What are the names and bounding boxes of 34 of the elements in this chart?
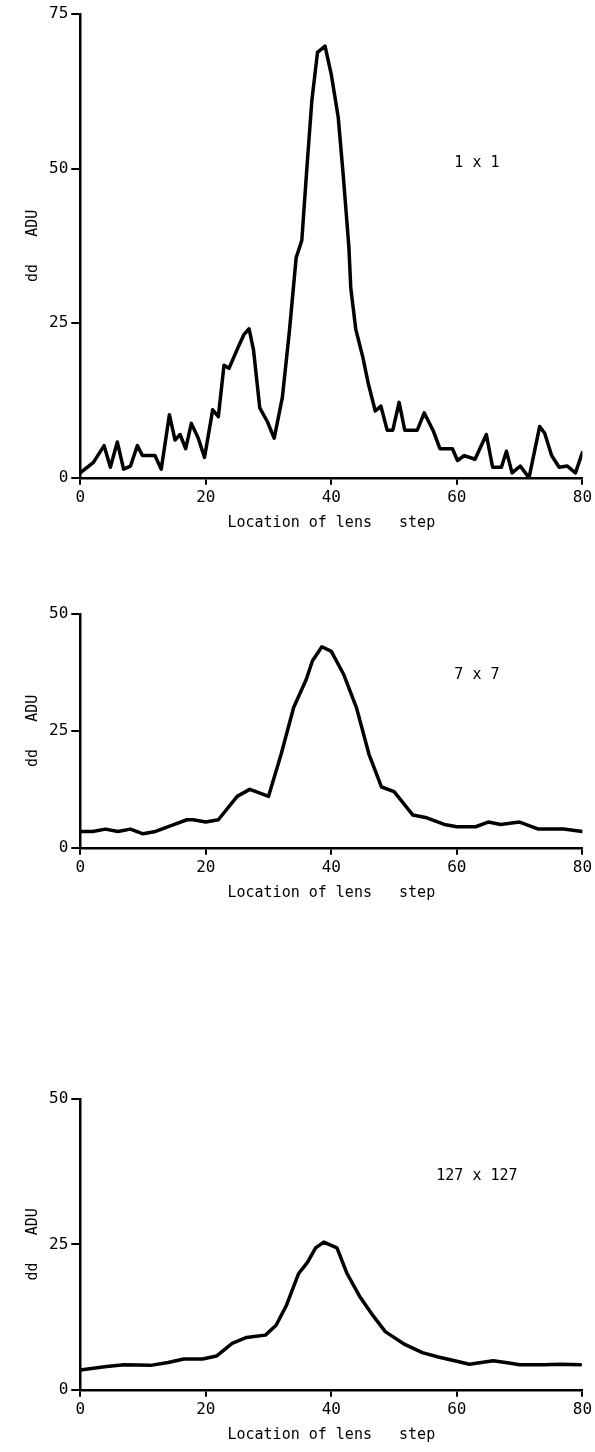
x-tick-label: 0	[75, 1398, 86, 1418]
y-tick-label: 25	[49, 1233, 69, 1253]
y-tick-label: 50	[49, 603, 69, 623]
y-tick-label: 25	[49, 312, 69, 332]
x-tick-label: 80	[572, 856, 592, 876]
annotation: 1 x 1	[454, 153, 500, 172]
y-tick-label: 75	[49, 3, 69, 23]
x-tick-label: 20	[196, 856, 216, 876]
x-tick-label: 60	[447, 486, 467, 506]
x-tick-label: 60	[447, 856, 467, 876]
y-tick-label: 0	[58, 1378, 69, 1398]
x-tick-label: 40	[321, 856, 341, 876]
x-tick-label: 40	[321, 1398, 341, 1418]
x-tick-label: 40	[321, 486, 341, 506]
x-tick-label: 80	[572, 1398, 592, 1418]
x-tick-label: 0	[75, 486, 86, 506]
x-tick-label: 20	[196, 486, 216, 506]
x-axis-title: Location of lens step	[227, 512, 436, 531]
x-tick-label: 20	[196, 1398, 216, 1418]
y-tick-label: 50	[49, 1088, 69, 1108]
annotation: 7 x 7	[454, 665, 500, 684]
y-tick-label: 50	[49, 157, 69, 177]
annotation: 127 x 127	[436, 1166, 518, 1185]
y-tick-label: 25	[49, 720, 69, 740]
x-tick-label: 60	[447, 1398, 467, 1418]
x-axis-title: Location of lens step	[227, 882, 436, 901]
x-tick-label: 0	[75, 856, 86, 876]
x-axis-title: Location of lens step	[227, 1424, 436, 1443]
y-tick-label: 0	[58, 836, 69, 856]
y-tick-label: 0	[58, 466, 69, 486]
y-axis-title: dd ADU	[22, 209, 41, 283]
y-axis-title: dd ADU	[22, 1208, 41, 1281]
y-axis-title: dd ADU	[22, 694, 41, 768]
x-tick-label: 80	[572, 486, 592, 506]
